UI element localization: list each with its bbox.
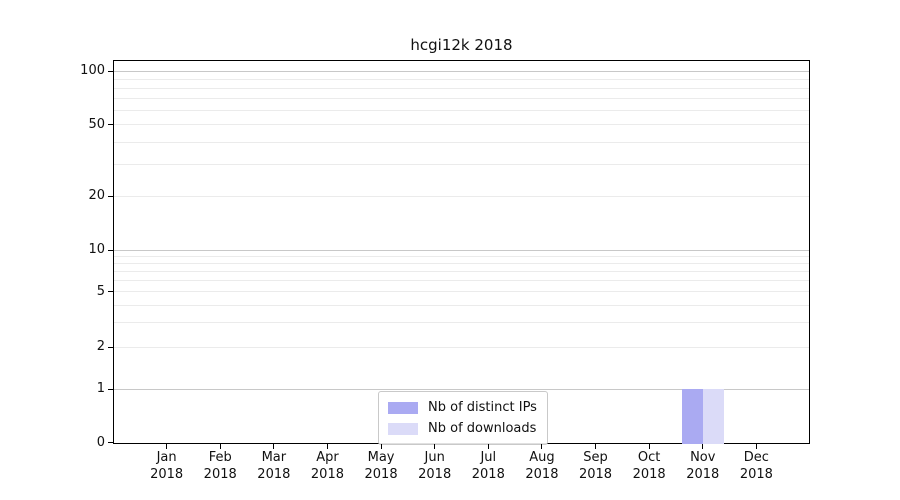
gridline xyxy=(114,124,809,126)
x-tick-month: Nov xyxy=(690,450,716,465)
y-tick-mark xyxy=(108,346,113,348)
x-tick-label: Dec 2018 xyxy=(721,450,791,483)
x-tick-year: 2018 xyxy=(364,466,398,482)
x-tick-month: Oct xyxy=(637,450,661,465)
gridline xyxy=(114,141,809,143)
legend-label-distinct-ips: Nb of distinct IPs xyxy=(428,400,537,415)
y-tick-label: 5 xyxy=(96,283,105,299)
y-tick-mark xyxy=(108,124,113,126)
gridline xyxy=(114,280,809,282)
y-tick-label: 1 xyxy=(96,381,105,396)
y-tick-label: 2 xyxy=(96,339,105,355)
gridline xyxy=(114,249,809,251)
gridline xyxy=(114,110,809,112)
gridline xyxy=(114,195,809,197)
legend-swatch-downloads xyxy=(388,422,418,435)
gridline xyxy=(114,164,809,166)
gridline xyxy=(114,291,809,293)
x-tick-mark xyxy=(755,444,757,449)
legend-swatch-distinct-ips xyxy=(388,401,418,414)
x-tick-mark xyxy=(380,444,382,449)
x-tick-label: Jun 2018 xyxy=(400,450,470,483)
x-tick-mark xyxy=(595,444,597,449)
x-tick-month: Jun xyxy=(424,450,445,465)
bar-downloads xyxy=(702,389,724,444)
gridline xyxy=(114,322,809,324)
x-tick-mark xyxy=(219,444,221,449)
y-tick-label: 0 xyxy=(96,434,105,450)
x-tick-mark xyxy=(326,444,328,449)
bar-distinct-ips xyxy=(681,389,703,444)
gridline xyxy=(114,70,809,72)
y-tick-mark xyxy=(108,195,113,197)
x-tick-label: Sep 2018 xyxy=(561,450,631,483)
x-tick-year: 2018 xyxy=(203,466,237,482)
y-tick-label: 50 xyxy=(88,116,105,132)
y-tick-label: 100 xyxy=(80,63,105,78)
x-tick-mark xyxy=(702,444,704,449)
legend-label-downloads: Nb of downloads xyxy=(428,421,537,436)
x-tick-month: Jul xyxy=(480,450,497,465)
x-tick-mark xyxy=(434,444,436,449)
y-tick-mark xyxy=(108,70,113,72)
plot-area: Nb of distinct IPs Nb of downloads xyxy=(113,60,810,445)
x-tick-mark xyxy=(166,444,168,449)
x-tick-month: Feb xyxy=(208,450,232,465)
gridline xyxy=(114,388,809,390)
x-tick-mark xyxy=(648,444,650,449)
x-tick-year: 2018 xyxy=(686,466,720,482)
x-tick-year: 2018 xyxy=(578,466,613,482)
legend-item-distinct-ips: Nb of distinct IPs xyxy=(388,398,537,417)
x-tick-mark xyxy=(273,444,275,449)
x-tick-label: Feb 2018 xyxy=(185,450,255,483)
y-tick-label: 10 xyxy=(88,242,105,257)
x-tick-year: 2018 xyxy=(257,466,291,482)
gridline xyxy=(114,78,809,80)
x-tick-month: Jan xyxy=(156,450,177,465)
y-tick-mark xyxy=(108,249,113,251)
x-tick-label: May 2018 xyxy=(346,450,416,483)
x-tick-label: Mar 2018 xyxy=(239,450,309,483)
x-tick-month: Dec xyxy=(743,450,769,465)
gridline xyxy=(114,87,809,89)
x-tick-mark xyxy=(487,444,489,449)
x-tick-label: Apr 2018 xyxy=(292,450,362,483)
legend: Nb of distinct IPs Nb of downloads xyxy=(378,391,548,445)
gridline xyxy=(114,271,809,273)
x-tick-month: May xyxy=(367,450,395,465)
x-tick-year: 2018 xyxy=(418,466,452,482)
x-tick-year: 2018 xyxy=(525,466,559,482)
y-tick-mark xyxy=(108,291,113,293)
x-tick-mark xyxy=(541,444,543,449)
gridline xyxy=(114,255,809,257)
x-tick-month: Aug xyxy=(529,450,555,465)
x-tick-month: Sep xyxy=(583,450,608,465)
x-tick-year: 2018 xyxy=(310,466,344,482)
gridline xyxy=(114,98,809,100)
x-tick-label: Aug 2018 xyxy=(507,450,577,483)
x-tick-month: Mar xyxy=(261,450,287,465)
x-tick-label: Jul 2018 xyxy=(453,450,523,483)
x-tick-year: 2018 xyxy=(739,466,773,482)
y-tick-mark xyxy=(108,388,113,390)
gridline xyxy=(114,304,809,306)
x-tick-label: Nov 2018 xyxy=(668,450,738,483)
gridline xyxy=(114,262,809,264)
x-tick-label: Jan 2018 xyxy=(132,450,202,483)
x-tick-year: 2018 xyxy=(150,466,184,482)
x-tick-label: Oct 2018 xyxy=(614,450,684,483)
x-tick-year: 2018 xyxy=(632,466,666,482)
chart-title: hcgi12k 2018 xyxy=(410,36,513,54)
legend-item-downloads: Nb of downloads xyxy=(388,419,537,438)
gridline xyxy=(114,346,809,348)
x-tick-year: 2018 xyxy=(471,466,505,482)
x-tick-month: Apr xyxy=(316,450,339,465)
y-tick-label: 20 xyxy=(88,188,105,204)
y-tick-mark xyxy=(108,442,113,443)
